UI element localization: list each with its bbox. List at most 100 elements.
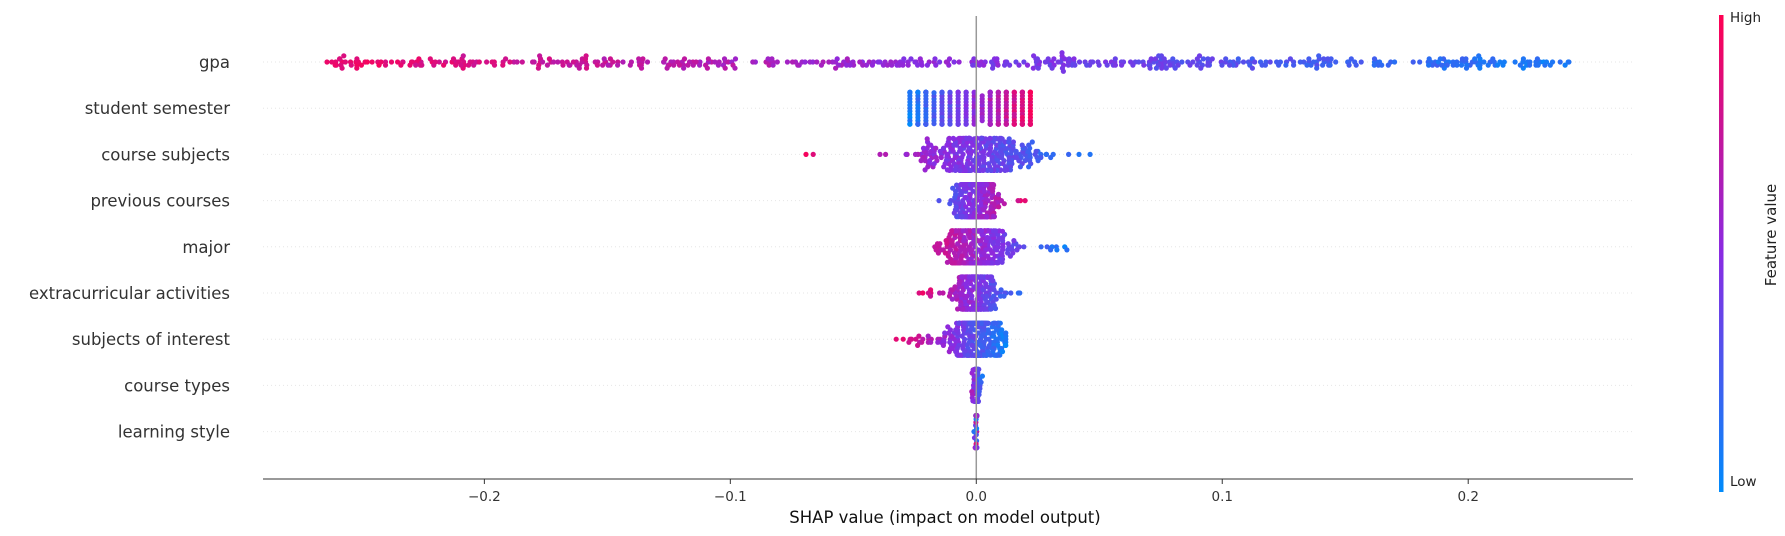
data-point bbox=[990, 330, 997, 336]
feature-points bbox=[893, 320, 1009, 358]
data-point bbox=[989, 250, 995, 256]
data-point bbox=[979, 228, 985, 234]
data-point bbox=[915, 342, 921, 348]
data-point bbox=[1205, 62, 1211, 68]
data-point bbox=[946, 56, 953, 62]
data-point bbox=[987, 135, 993, 141]
data-point bbox=[994, 142, 1000, 148]
data-point bbox=[942, 330, 948, 336]
data-point bbox=[951, 59, 957, 65]
data-point bbox=[981, 352, 988, 358]
data-point bbox=[959, 274, 965, 280]
data-point bbox=[987, 121, 993, 127]
data-point bbox=[342, 59, 348, 65]
data-point bbox=[1021, 244, 1027, 250]
data-point bbox=[993, 228, 999, 234]
feature-points bbox=[324, 50, 1572, 74]
data-point bbox=[985, 228, 991, 234]
data-point bbox=[337, 56, 343, 62]
data-point bbox=[1003, 342, 1009, 348]
data-point bbox=[999, 136, 1005, 142]
data-point bbox=[935, 339, 941, 345]
data-point bbox=[995, 191, 1002, 197]
data-point bbox=[955, 121, 961, 127]
data-point bbox=[955, 306, 961, 312]
data-point bbox=[991, 320, 998, 326]
data-point bbox=[896, 62, 903, 68]
data-point bbox=[784, 59, 791, 65]
data-point bbox=[789, 59, 796, 65]
data-point bbox=[1170, 56, 1176, 62]
data-point bbox=[900, 336, 906, 342]
data-point bbox=[1200, 56, 1206, 62]
data-point bbox=[937, 59, 943, 65]
data-point bbox=[962, 194, 968, 201]
data-point bbox=[993, 352, 999, 358]
data-point bbox=[944, 142, 950, 148]
data-point bbox=[818, 62, 825, 68]
data-point bbox=[925, 290, 932, 296]
data-point bbox=[1230, 62, 1236, 68]
data-point bbox=[963, 167, 969, 173]
data-point bbox=[1437, 56, 1443, 62]
data-point bbox=[938, 154, 944, 161]
data-point bbox=[1227, 62, 1233, 68]
data-point bbox=[560, 62, 566, 68]
data-point bbox=[1426, 56, 1432, 62]
data-point bbox=[970, 398, 976, 404]
data-point bbox=[605, 62, 611, 68]
data-point bbox=[908, 56, 914, 62]
data-point bbox=[715, 62, 722, 68]
data-point bbox=[1072, 62, 1078, 68]
data-point bbox=[1310, 59, 1317, 65]
data-point bbox=[933, 145, 939, 151]
data-point bbox=[511, 59, 517, 65]
data-point bbox=[1112, 56, 1118, 62]
data-point bbox=[1019, 121, 1025, 127]
data-point bbox=[947, 201, 953, 207]
feature-points bbox=[936, 182, 1028, 220]
data-point bbox=[1205, 56, 1211, 62]
data-point bbox=[915, 89, 921, 95]
data-point bbox=[971, 284, 977, 290]
data-point bbox=[1450, 62, 1456, 68]
data-point bbox=[1055, 59, 1061, 65]
data-point bbox=[971, 429, 977, 435]
data-point bbox=[369, 59, 375, 65]
data-point bbox=[1287, 56, 1293, 62]
data-point bbox=[427, 56, 433, 62]
data-point bbox=[1119, 62, 1125, 68]
data-point bbox=[945, 324, 951, 330]
data-point bbox=[971, 56, 977, 62]
data-point bbox=[1267, 59, 1273, 65]
data-point bbox=[1049, 65, 1055, 71]
data-point bbox=[1472, 56, 1478, 62]
data-point bbox=[551, 59, 557, 65]
data-point bbox=[1065, 62, 1071, 68]
data-point bbox=[1392, 59, 1398, 65]
data-point bbox=[774, 59, 780, 65]
feature-points bbox=[803, 135, 1093, 173]
data-point bbox=[957, 352, 964, 358]
data-point bbox=[952, 284, 958, 290]
data-point bbox=[985, 327, 991, 333]
data-point bbox=[971, 345, 977, 352]
data-point bbox=[1024, 62, 1031, 68]
data-point bbox=[1001, 201, 1007, 207]
colorbar-title: Feature value bbox=[1762, 184, 1780, 286]
data-point bbox=[869, 62, 876, 68]
data-point bbox=[960, 306, 966, 312]
data-point bbox=[961, 260, 967, 266]
data-point bbox=[1016, 158, 1022, 164]
data-point bbox=[1259, 62, 1265, 68]
data-point bbox=[1333, 59, 1339, 65]
data-point bbox=[1021, 59, 1027, 65]
data-point bbox=[983, 182, 990, 188]
data-point bbox=[968, 167, 974, 173]
data-point bbox=[458, 62, 464, 68]
data-point bbox=[484, 59, 490, 65]
data-point bbox=[918, 158, 924, 164]
data-point bbox=[1320, 62, 1326, 68]
data-point bbox=[923, 89, 929, 95]
data-point bbox=[436, 59, 442, 65]
